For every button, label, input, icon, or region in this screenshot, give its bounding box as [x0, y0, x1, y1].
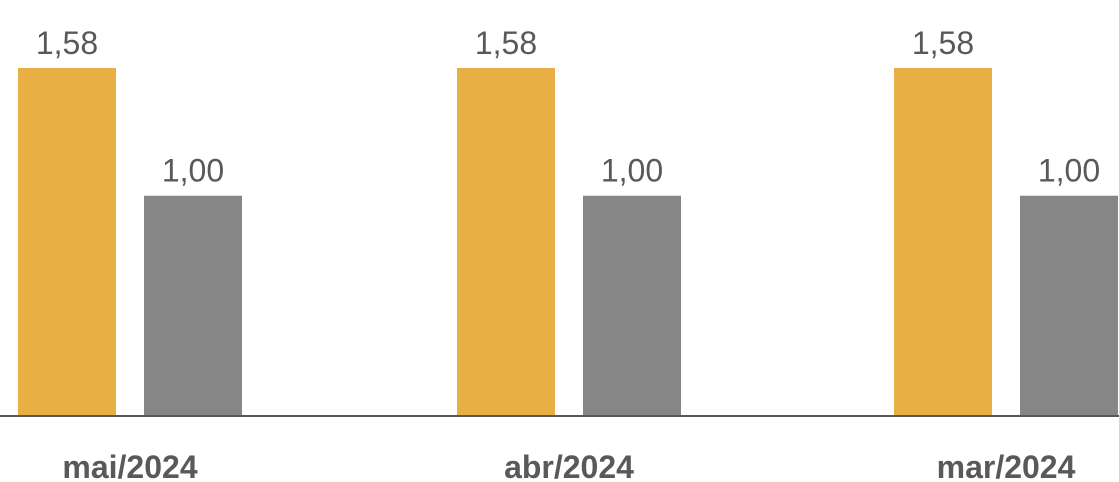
bar-s0-2: [894, 68, 992, 416]
value-label-s1-1: 1,00: [601, 153, 663, 189]
bar-s1-1: [583, 195, 681, 416]
bar-s1-2: [1020, 195, 1118, 416]
value-label-s0-0: 1,58: [36, 25, 98, 61]
category-labels-layer: mai/2024 abr/2024 mar/2024: [62, 449, 1075, 482]
value-label-s0-2: 1,58: [912, 25, 974, 61]
category-label-1: abr/2024: [504, 449, 634, 482]
category-label-2: mar/2024: [937, 449, 1076, 482]
value-labels-layer: 1,58 1,00 1,58 1,00 1,58 1,00: [36, 25, 1100, 189]
category-label-0: mai/2024: [62, 449, 197, 482]
bar-s0-0: [18, 68, 116, 416]
value-label-s0-1: 1,58: [475, 25, 537, 61]
value-label-s1-2: 1,00: [1038, 153, 1100, 189]
bars-layer: [18, 68, 1118, 416]
bar-s1-0: [144, 195, 242, 416]
bar-s0-1: [457, 68, 555, 416]
value-label-s1-0: 1,00: [162, 153, 224, 189]
